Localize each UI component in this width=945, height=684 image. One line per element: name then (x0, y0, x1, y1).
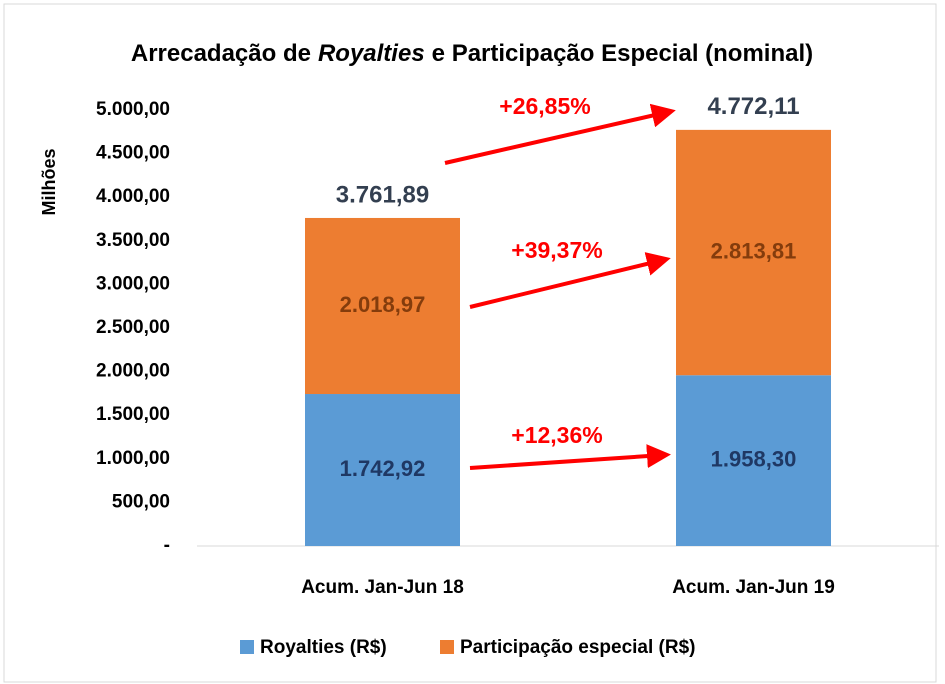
y-tick-label: 4.500,00 (96, 143, 170, 164)
data-label: 2.813,81 (711, 238, 797, 263)
annotation-arrow (444, 103, 676, 165)
legend-label: Participação especial (R$) (460, 637, 696, 658)
annotation: +12,36% (511, 422, 602, 448)
data-label: 1.958,30 (711, 446, 797, 471)
y-tick-label: 2.000,00 (96, 361, 170, 382)
data-label: 1.742,92 (340, 456, 426, 481)
total-label: 3.761,89 (336, 181, 429, 208)
data-label: 2.018,97 (340, 292, 426, 317)
legend-label: Royalties (R$) (260, 637, 387, 658)
total-label: 4.772,11 (707, 93, 799, 120)
title-part: Royalties (318, 40, 425, 67)
bar-segment (676, 375, 831, 546)
y-tick-label: 1.000,00 (96, 448, 170, 469)
y-tick-label: 4.000,00 (96, 186, 170, 207)
title-part: Arrecadação de (131, 40, 311, 67)
bar-segment (305, 394, 460, 546)
annotation: +39,37% (511, 237, 602, 263)
legend-swatch (240, 640, 254, 654)
annotation-arrow (469, 252, 671, 309)
y-tick-label: 5.000,00 (96, 99, 170, 120)
annotation: +26,85% (499, 93, 590, 119)
y-tick-label: 1.500,00 (96, 404, 170, 425)
annotation-arrow (469, 444, 671, 470)
x-tick-label: Acum. Jan-Jun 19 (672, 577, 835, 598)
y-tick-label: 3.500,00 (96, 230, 170, 251)
y-tick-label: - (164, 535, 170, 556)
y-tick-label: 500,00 (112, 491, 170, 512)
legend-swatch (440, 640, 454, 654)
y-tick-label: 2.500,00 (96, 317, 170, 338)
chart-title: Arrecadação de Royalties e Participação Es… (131, 40, 813, 67)
x-tick-label: Acum. Jan-Jun 18 (301, 577, 464, 598)
bar-segment (676, 129, 831, 376)
title-part: e Participação Especial (nominal) (432, 40, 813, 67)
y-tick-label: 3.000,00 (96, 273, 170, 294)
bar-segment (305, 217, 460, 395)
y-axis-label: Milhões (39, 148, 59, 215)
